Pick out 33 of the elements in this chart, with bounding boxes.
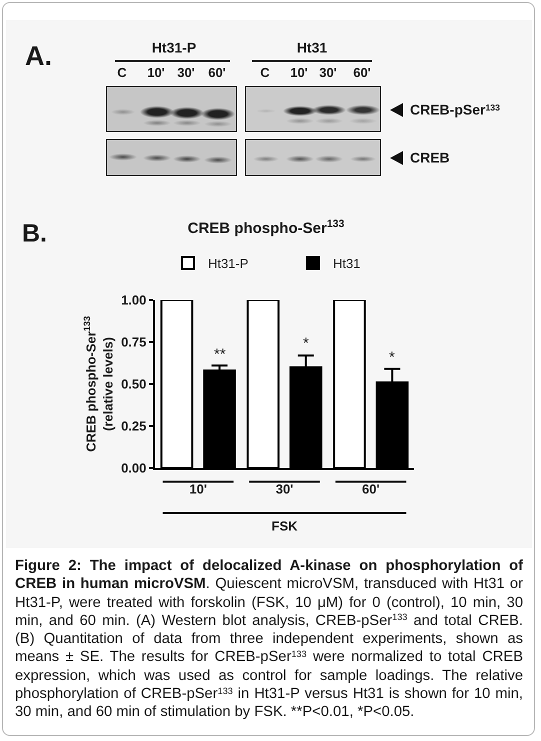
annotation: ** (214, 346, 226, 363)
text: B. (22, 219, 47, 248)
text: Ht31-P, were treated with forskolin (FSK, 10 μM) for 0 (control), 10 min, 30 min, and 60 min. (A) Western blot analysis, CREB-pSer$^{133}$ and total CREB. (B) Quantitation of data from three independent experiments, shown as means ± SE. The results for CREB-pSer$^{133}$ were normalized to total CREB expression, which was used as control for sample loadings. The relative phosphorylation of CREB-pSer$^{133}$ in Ht31-P versus Ht31 is shown for 10 min, 30 min, and 60 min of stimulation by FSK. **P<0.01, *P<0.05. (15, 594, 523, 720)
legend-label: Ht31 (332, 256, 360, 272)
text: CREB in human microVSM (15, 576, 206, 592)
text: 60' (208, 64, 226, 80)
legend-label: Ht31-P (208, 256, 248, 272)
annotation: * (303, 335, 309, 352)
text: CREB (410, 149, 450, 166)
text: 10' (290, 64, 308, 80)
y-tick-label: 0.25 (121, 418, 146, 434)
text: C (260, 64, 270, 80)
chart-title: CREB phospho-Ser$^{133}$ (188, 218, 344, 238)
x-tick-label: 10' (189, 482, 207, 497)
text: 60' (353, 64, 371, 80)
x-tick-label: 30' (276, 482, 294, 497)
x-tick-label: 60' (362, 482, 380, 497)
y-tick-label: 0.75 (121, 334, 146, 350)
caption: Figure 2: The impact of delocalized A-kinase on phosphorylation of (15, 558, 523, 574)
text: 10' (147, 64, 165, 80)
x-axis-title: FSK (272, 518, 298, 534)
text: Ht31-P (152, 39, 196, 56)
annotation: * (389, 349, 395, 366)
text: 30' (319, 64, 337, 80)
text: CREB-pSer$^{133}$ (410, 101, 500, 118)
text: C (117, 64, 127, 80)
text: 30' (177, 64, 195, 80)
y-tick-label: 0.50 (121, 376, 146, 392)
text: Ht31 (296, 39, 328, 56)
text: . Quiescent microVSM, transduced with Ht31 or (206, 576, 523, 592)
text: A. (25, 41, 52, 72)
y-tick-label: 1.00 (121, 292, 146, 308)
y-tick-label: 0.00 (121, 460, 146, 476)
